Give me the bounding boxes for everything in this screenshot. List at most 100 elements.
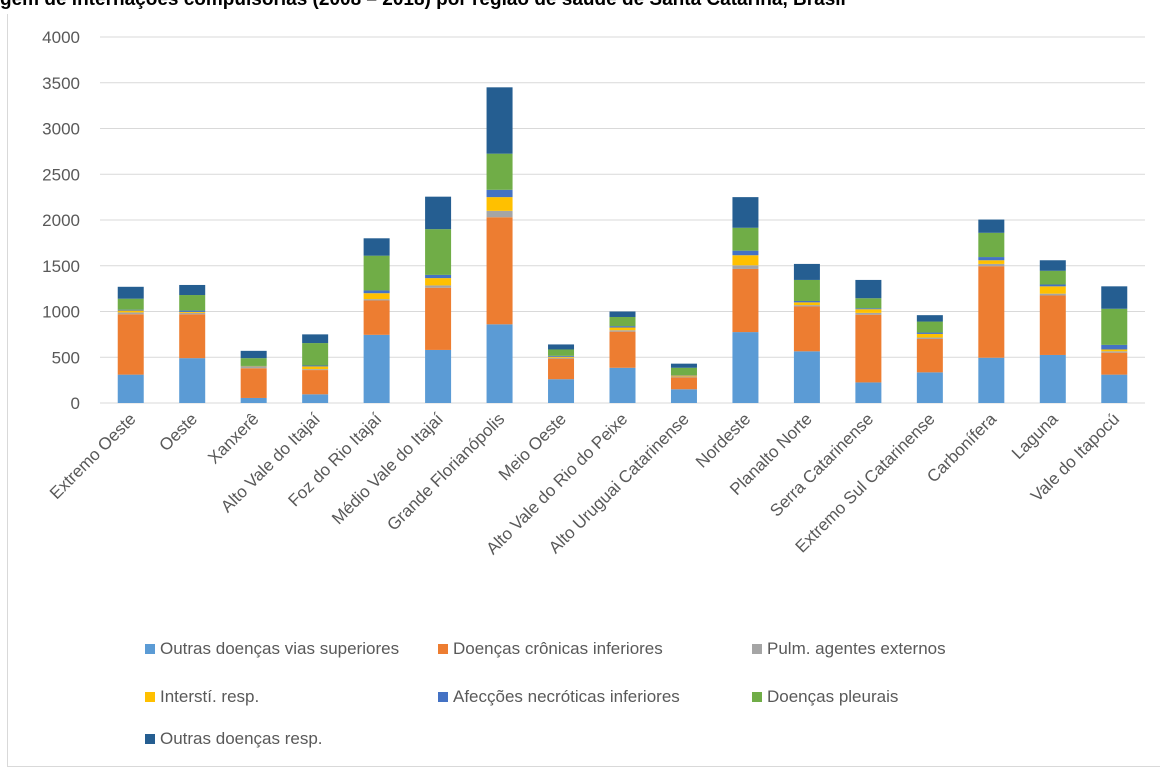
y-axis: 0 500 1000 1500 2000 2500 3000 3500 4000 (42, 28, 80, 413)
bar-oeste-outras-doencas-vias-superiores (179, 358, 206, 403)
bar-extremo-oeste-pulm-agentes-externos (117, 312, 144, 315)
bar-carbonifera-outras-doencas-resp (978, 219, 1005, 233)
bar-extremo-sul-catarinense-pulm-agentes-externos (916, 337, 943, 339)
bar-planalto-norte-doencas-cronicas-inferiores (793, 306, 820, 352)
bar-alto-uruguai-catarinense-outras-doencas-resp (670, 363, 697, 368)
bar-alto-vale-do-rio-do-peixe-doencas-pleurais (609, 316, 636, 327)
bar-alto-vale-do-itajai-pulm-agentes-externos (302, 369, 329, 371)
bar-extremo-sul-catarinense-outras-doencas-vias-superiores (916, 372, 943, 403)
bar-extremo-oeste-outras-doencas-resp (117, 286, 144, 299)
legend-item-outras-doencas-resp: Outras doenças resp. (145, 729, 323, 749)
legend-item-doencas-cronicas-inferiores: Doenças crônicas inferiores (438, 639, 663, 659)
bar-xanxere-doencas-cronicas-inferiores (240, 368, 267, 398)
bar-medio-vale-do-itajai-afeccoes-necroticas-inferiores (425, 274, 452, 279)
bar-nordeste-doencas-cronicas-inferiores (732, 268, 759, 333)
bar-oeste-outras-doencas-resp (179, 284, 206, 296)
bar-medio-vale-do-itajai-outras-doencas-resp (425, 196, 452, 230)
bar-alto-vale-do-rio-do-peixe-pulm-agentes-externos (609, 330, 636, 332)
bar-meio-oeste-outras-doencas-vias-superiores (548, 379, 575, 403)
bar-laguna-doencas-pleurais (1039, 270, 1066, 285)
y-tick-label: 4000 (42, 28, 80, 47)
legend-label: Afecções necróticas inferiores (453, 687, 680, 706)
legend-swatch (438, 692, 448, 702)
bar-nordeste-intersti-resp (732, 255, 759, 266)
x-tick-label-nordeste: Nordeste (692, 409, 754, 471)
bar-alto-vale-do-rio-do-peixe-afeccoes-necroticas-inferiores (609, 326, 636, 328)
bar-grande-florianopolis-doencas-cronicas-inferiores (486, 217, 513, 325)
x-tick-label-oeste: Oeste (156, 409, 202, 455)
x-tick-label-serra-catarinense: Serra Catarinense (766, 409, 877, 520)
bar-planalto-norte-pulm-agentes-externos (793, 305, 820, 307)
bar-planalto-norte-afeccoes-necroticas-inferiores (793, 300, 820, 303)
bar-carbonifera-afeccoes-necroticas-inferiores (978, 257, 1005, 261)
bar-alto-vale-do-itajai-afeccoes-necroticas-inferiores (302, 365, 329, 367)
legend-label: Pulm. agentes externos (767, 639, 946, 658)
bar-nordeste-afeccoes-necroticas-inferiores (732, 250, 759, 256)
bar-laguna-intersti-resp (1039, 286, 1066, 294)
y-tick-label: 500 (52, 348, 80, 367)
bar-foz-do-rio-itajai-doencas-cronicas-inferiores (363, 300, 390, 335)
bar-serra-catarinense-intersti-resp (855, 309, 882, 313)
bar-oeste-intersti-resp (179, 311, 206, 313)
bar-oeste-pulm-agentes-externos (179, 312, 206, 315)
y-tick-label: 3500 (42, 74, 80, 93)
bar-carbonifera-intersti-resp (978, 260, 1005, 264)
bar-foz-do-rio-itajai-doencas-pleurais (363, 255, 390, 291)
bar-alto-vale-do-rio-do-peixe-doencas-cronicas-inferiores (609, 331, 636, 368)
bar-nordeste-outras-doencas-vias-superiores (732, 332, 759, 403)
legend-item-pulm-agentes-externos: Pulm. agentes externos (752, 639, 946, 659)
bar-foz-do-rio-itajai-outras-doencas-vias-superiores (363, 334, 390, 403)
bar-extremo-sul-catarinense-intersti-resp (916, 333, 943, 338)
bar-extremo-oeste-intersti-resp (117, 310, 144, 313)
bar-foz-do-rio-itajai-afeccoes-necroticas-inferiores (363, 290, 390, 294)
bar-xanxere-outras-doencas-vias-superiores (240, 397, 267, 403)
gridlines (100, 36, 1145, 404)
bar-foz-do-rio-itajai-pulm-agentes-externos (363, 299, 390, 301)
bar-alto-uruguai-catarinense-doencas-pleurais (670, 367, 697, 376)
bar-alto-vale-do-rio-do-peixe-outras-doencas-vias-superiores (609, 367, 636, 403)
legend-item-doencas-pleurais: Doenças pleurais (752, 687, 898, 707)
bar-grande-florianopolis-outras-doencas-resp (486, 87, 513, 154)
x-tick-label-laguna: Laguna (1008, 409, 1062, 463)
y-tick-label: 1500 (42, 257, 80, 276)
bar-serra-catarinense-afeccoes-necroticas-inferiores (855, 308, 882, 310)
bar-vale-do-itapocu-doencas-pleurais (1101, 308, 1128, 345)
bar-serra-catarinense-outras-doencas-resp (855, 279, 882, 299)
chart-title: gem de internações compulsórias (2008 – … (0, 0, 1167, 13)
y-tick-label: 1000 (42, 303, 80, 322)
bar-grande-florianopolis-intersti-resp (486, 197, 513, 211)
bar-carbonifera-outras-doencas-vias-superiores (978, 357, 1005, 403)
legend-swatch (145, 734, 155, 744)
bar-alto-vale-do-rio-do-peixe-intersti-resp (609, 327, 636, 331)
bar-oeste-afeccoes-necroticas-inferiores (179, 310, 206, 312)
legend-swatch (145, 692, 155, 702)
bar-alto-uruguai-catarinense-intersti-resp (670, 375, 697, 377)
bar-alto-uruguai-catarinense-outras-doencas-vias-superiores (670, 389, 697, 403)
bar-meio-oeste-doencas-cronicas-inferiores (548, 358, 575, 380)
chart-area (7, 14, 1160, 767)
bar-medio-vale-do-itajai-outras-doencas-vias-superiores (425, 349, 452, 403)
bar-alto-vale-do-rio-do-peixe-outras-doencas-resp (609, 311, 636, 317)
bar-vale-do-itapocu-outras-doencas-vias-superiores (1101, 374, 1128, 403)
bar-carbonifera-doencas-cronicas-inferiores (978, 266, 1005, 358)
bar-laguna-doencas-cronicas-inferiores (1039, 295, 1066, 355)
legend-item-outras-doencas-vias-superiores: Outras doenças vias superiores (145, 639, 399, 659)
bar-serra-catarinense-doencas-pleurais (855, 298, 882, 309)
bar-grande-florianopolis-doencas-pleurais (486, 153, 513, 190)
bar-meio-oeste-doencas-pleurais (548, 349, 575, 356)
bar-medio-vale-do-itajai-pulm-agentes-externos (425, 285, 452, 288)
y-tick-label: 2500 (42, 165, 80, 184)
bar-vale-do-itapocu-outras-doencas-resp (1101, 286, 1128, 309)
bar-planalto-norte-outras-doencas-resp (793, 263, 820, 280)
bar-extremo-oeste-afeccoes-necroticas-inferiores (117, 309, 144, 311)
bar-grande-florianopolis-outras-doencas-vias-superiores (486, 324, 513, 403)
bar-laguna-outras-doencas-vias-superiores (1039, 354, 1066, 403)
bar-extremo-sul-catarinense-outras-doencas-resp (916, 315, 943, 322)
bar-alto-vale-do-itajai-outras-doencas-resp (302, 334, 329, 344)
bar-meio-oeste-outras-doencas-resp (548, 344, 575, 350)
bar-medio-vale-do-itajai-intersti-resp (425, 278, 452, 286)
bar-nordeste-outras-doencas-resp (732, 197, 759, 228)
